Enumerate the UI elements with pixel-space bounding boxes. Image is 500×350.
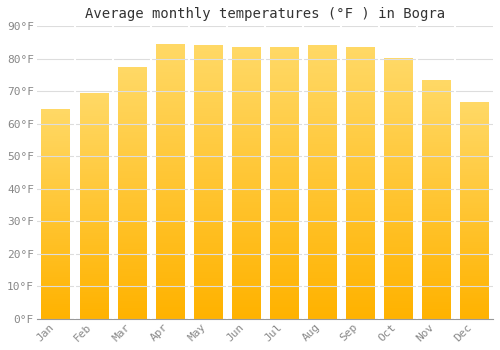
Bar xyxy=(422,80,450,319)
Bar xyxy=(232,47,260,319)
Bar xyxy=(80,93,108,319)
Bar xyxy=(308,46,336,319)
Bar xyxy=(156,44,184,319)
Bar xyxy=(42,109,70,319)
Bar xyxy=(118,67,146,319)
Bar xyxy=(346,47,374,319)
Bar xyxy=(270,47,298,319)
Bar xyxy=(384,59,412,319)
Bar xyxy=(194,46,222,319)
Title: Average monthly temperatures (°F ) in Bogra: Average monthly temperatures (°F ) in Bo… xyxy=(85,7,445,21)
Bar xyxy=(460,103,488,319)
